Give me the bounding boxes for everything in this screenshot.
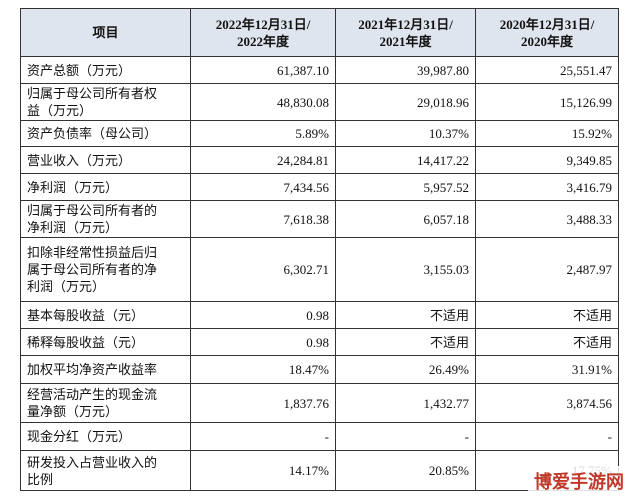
value-cell: - [475, 422, 619, 451]
value-cell: 不适用 [335, 301, 476, 329]
value-cell: 不适用 [335, 328, 476, 356]
value-cell: 3,488.33 [475, 200, 619, 238]
table-row: 归属于母公司所有者的 净利润（万元） 7,618.38 6,057.18 3,488.3… [20, 200, 619, 238]
row-label: 基本每股收益（元） [20, 301, 191, 329]
value-cell: 24,284.81 [190, 146, 336, 174]
value-cell: 26.49% [335, 355, 476, 384]
header-cell: 项目 [20, 8, 191, 57]
table-row: 基本每股收益（元） 0.98 不适用 不适用 [20, 301, 619, 329]
value-cell: - [335, 422, 476, 451]
cell-line: 益（万元） [27, 103, 93, 118]
header-cell: 2021年12月31日/2021年度 [335, 8, 476, 57]
value-cell: 1,837.76 [190, 383, 336, 423]
value-cell: 0.98 [190, 301, 336, 329]
value-cell: 不适用 [475, 301, 619, 329]
value-cell: 39,987.80 [335, 56, 476, 84]
value-cell: 29,018.96 [335, 83, 476, 121]
value-cell: 15,126.99 [475, 83, 619, 121]
row-label: 归属于母公司所有者的 净利润（万元） [20, 200, 191, 238]
cell-line: 2020年12月31日/ [499, 16, 595, 32]
value-cell: 1,432.77 [335, 383, 476, 423]
data-table: 项目 2022年12月31日/2022年度 2021年12月31日/2021年度 20… [20, 8, 619, 491]
table-row: 经营活动产生的现金流 量净额（万元） 1,837.76 1,432.77 3,874.5… [20, 383, 619, 423]
value-cell: 6,057.18 [335, 200, 476, 238]
cell-line: 比例 [27, 471, 54, 487]
cell-line: 2020年度 [520, 33, 573, 49]
row-label: 净利润（万元） [20, 173, 191, 201]
header-cell: 2020年12月31日/2020年度 [475, 8, 619, 57]
row-label: 稀释每股收益（元） [20, 328, 191, 356]
row-label: 资产负债率（母公司） [20, 120, 191, 147]
row-label: 扣除非经常性损益后归 属于母公司所有者的净 利润（万元） [20, 237, 191, 302]
cell-line: 归属于母公司所有者权 [27, 86, 158, 101]
cell-line: 属于母公司所有者的净 [27, 262, 158, 277]
table-row: 现金分红（万元） - - - [20, 422, 619, 451]
value-cell: 3,155.03 [335, 237, 476, 302]
table-row: 净利润（万元） 7,434.56 5,957.52 3,416.79 [20, 173, 619, 201]
value-cell: 3,416.79 [475, 173, 619, 201]
value-cell: 6,302.71 [190, 237, 336, 302]
cell-line: 资产负债率（母公司） [27, 126, 158, 141]
cell-line: 营业收入（万元） [27, 152, 132, 168]
cell-line: 净利润（万元） [27, 220, 119, 235]
row-label: 营业收入（万元） [20, 146, 191, 174]
cell-line: 归属于母公司所有者的 [27, 203, 158, 218]
cell-line: 现金分红（万元） [27, 429, 132, 444]
row-label: 归属于母公司所有者权 益（万元） [20, 83, 191, 121]
row-label: 现金分红（万元） [20, 422, 191, 451]
value-cell: 10.37% [335, 120, 476, 147]
value-cell: 48,830.08 [190, 83, 336, 121]
value-cell: 不适用 [475, 328, 619, 356]
row-label: 研发投入占营业收入的 比例 [20, 450, 191, 491]
table-body: 资产总额（万元） 61,387.10 39,987.80 25,551.47 归属于母公… [20, 56, 619, 491]
cell-line: 利润（万元） [27, 279, 106, 294]
value-cell: 14,417.22 [335, 146, 476, 174]
value-cell: - [190, 422, 336, 451]
table-row: 扣除非经常性损益后归 属于母公司所有者的净 利润（万元） 6,302.71 3,155.… [20, 237, 619, 302]
table-row: 加权平均净资产收益率 18.47% 26.49% 31.91% [20, 355, 619, 384]
cell-line: 加权平均净资产收益率 [27, 362, 158, 377]
cell-line: 稀释每股收益（元） [27, 334, 145, 350]
value-cell: 9,349.85 [475, 146, 619, 174]
value-cell: 5.89% [190, 120, 336, 147]
table-row: 归属于母公司所有者权 益（万元） 48,830.08 29,018.96 15,126.… [20, 83, 619, 121]
cell-line: 资产总额（万元） [27, 62, 132, 78]
value-cell: 7,618.38 [190, 200, 336, 238]
value-cell: 3,874.56 [475, 383, 619, 423]
value-cell: 18.47% [190, 355, 336, 384]
row-label: 经营活动产生的现金流 量净额（万元） [20, 383, 191, 423]
table-row: 营业收入（万元） 24,284.81 14,417.22 9,349.85 [20, 146, 619, 174]
table-row: 稀释每股收益（元） 0.98 不适用 不适用 [20, 328, 619, 356]
table-row: 资产负债率（母公司） 5.89% 10.37% 15.92% [20, 120, 619, 147]
row-label: 资产总额（万元） [20, 56, 191, 84]
value-cell: 7,434.56 [190, 173, 336, 201]
value-cell: 31.91% [475, 355, 619, 384]
value-cell: 15.92% [475, 120, 619, 147]
cell-line: 2022年度 [236, 33, 289, 49]
value-cell: 25,551.47 [475, 56, 619, 84]
cell-line: 2021年度 [379, 33, 432, 49]
watermark: 博爱手游网 [528, 466, 630, 496]
cell-line: 净利润（万元） [27, 179, 119, 195]
cell-line: 量净额（万元） [27, 404, 119, 419]
cell-line: 2022年12月31日/ [215, 16, 311, 32]
cell-line: 2021年12月31日/ [358, 16, 453, 32]
value-cell: 5,957.52 [335, 173, 476, 201]
header-row: 项目 2022年12月31日/2022年度 2021年12月31日/2021年度 20… [20, 8, 619, 57]
cell-line: 扣除非经常性损益后归 [27, 245, 158, 260]
value-cell: 14.17% [190, 450, 336, 491]
value-cell: 0.98 [190, 328, 336, 356]
value-cell: 2,487.97 [475, 237, 619, 302]
row-label: 加权平均净资产收益率 [20, 355, 191, 384]
cell-line: 基本每股收益（元） [27, 307, 145, 323]
header-cell: 2022年12月31日/2022年度 [190, 8, 336, 57]
cell-line: 研发投入占营业收入的 [27, 454, 158, 470]
value-cell: 61,387.10 [190, 56, 336, 84]
cell-line: 项目 [92, 25, 119, 40]
cell-line: 经营活动产生的现金流 [27, 387, 158, 402]
table-row: 资产总额（万元） 61,387.10 39,987.80 25,551.47 [20, 56, 619, 84]
value-cell: 20.85% [335, 450, 476, 491]
